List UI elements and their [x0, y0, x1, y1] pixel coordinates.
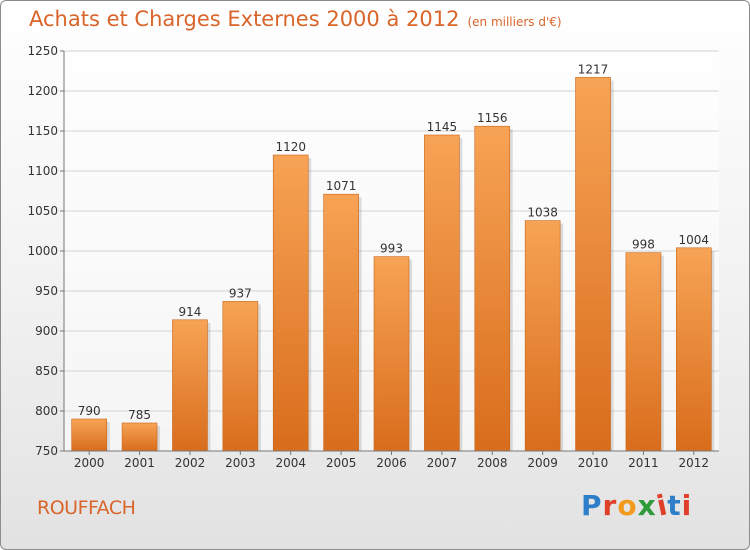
y-tick-label: 1200: [27, 84, 58, 98]
bar-value-label: 785: [128, 408, 151, 422]
x-tick-label: 2009: [527, 456, 558, 470]
x-tick-label: 2001: [124, 456, 155, 470]
bar-2007: [424, 134, 460, 452]
bar-value-label: 1156: [477, 111, 508, 125]
logo-letter: i: [681, 489, 693, 522]
x-tick-label: 2003: [225, 456, 256, 470]
logo-letter: t: [667, 489, 682, 522]
bar-2011: [625, 252, 662, 452]
x-tick-label: 2004: [275, 456, 306, 470]
y-tick-label: 1150: [27, 124, 58, 138]
bar-value-label: 1145: [427, 120, 458, 134]
bar-value-label: 1038: [527, 206, 558, 220]
y-tick-label: 1100: [27, 164, 58, 178]
chart-subtitle: (en milliers d'€): [467, 15, 562, 29]
bar-value-label: 1217: [578, 62, 609, 76]
bar-2001: [121, 422, 158, 452]
bar-value-label: 937: [229, 286, 252, 300]
chart-title-text: Achats et Charges Externes 2000 à 2012: [29, 7, 460, 31]
x-tick-label: 2000: [74, 456, 105, 470]
y-tick-label: 1000: [27, 244, 58, 258]
x-tick-label: 2008: [477, 456, 508, 470]
city-name: ROUFFACH: [37, 497, 136, 519]
bar-value-label: 914: [179, 305, 202, 319]
y-tick-label: 850: [35, 364, 58, 378]
bar-value-label: 998: [632, 238, 655, 252]
y-tick-label: 900: [35, 324, 58, 338]
y-tick-label: 750: [35, 444, 58, 458]
bar-value-label: 993: [380, 242, 403, 256]
x-tick-label: 2006: [376, 456, 407, 470]
logo-letter: x: [637, 489, 657, 522]
logo-letter: r: [602, 489, 618, 522]
bar-2009: [524, 220, 561, 452]
logo-letter: P: [581, 489, 603, 522]
logo-letter: o: [617, 489, 638, 522]
x-tick-label: 2007: [427, 456, 458, 470]
proxiti-logo[interactable]: Proxiti: [581, 488, 693, 522]
bar-2008: [474, 125, 511, 452]
bar-2012: [676, 247, 712, 452]
y-tick-label: 950: [35, 284, 58, 298]
bar-2002: [172, 319, 208, 452]
bar-2006: [373, 256, 410, 452]
x-tick-label: 2011: [628, 456, 659, 470]
bar-value-label: 1120: [275, 140, 306, 154]
bar-2003: [222, 301, 259, 452]
x-tick-label: 2002: [175, 456, 206, 470]
y-tick-label: 1250: [27, 44, 58, 58]
bar-2010: [575, 77, 611, 452]
y-tick-label: 800: [35, 404, 58, 418]
axes: 750 800 850 900 950 1000 1050 1100 1150 1200 1250 2…: [27, 44, 719, 470]
bar-value-label: 1071: [326, 179, 357, 193]
bar-2005: [323, 193, 359, 452]
bar-value-label: 790: [78, 404, 101, 418]
chart-title: Achats et Charges Externes 2000 à 2012 (e…: [29, 7, 562, 31]
bar-2004: [272, 154, 309, 452]
x-tick-label: 2005: [326, 456, 357, 470]
x-tick-label: 2012: [679, 456, 710, 470]
bar-value-label: 1004: [679, 233, 710, 247]
y-tick-label: 1050: [27, 204, 58, 218]
x-tick-label: 2010: [578, 456, 609, 470]
bar-2000: [71, 418, 107, 452]
bars: 790 785 914 937 1120 1071 993 1145 1156 1038 1217 9…: [71, 62, 715, 452]
